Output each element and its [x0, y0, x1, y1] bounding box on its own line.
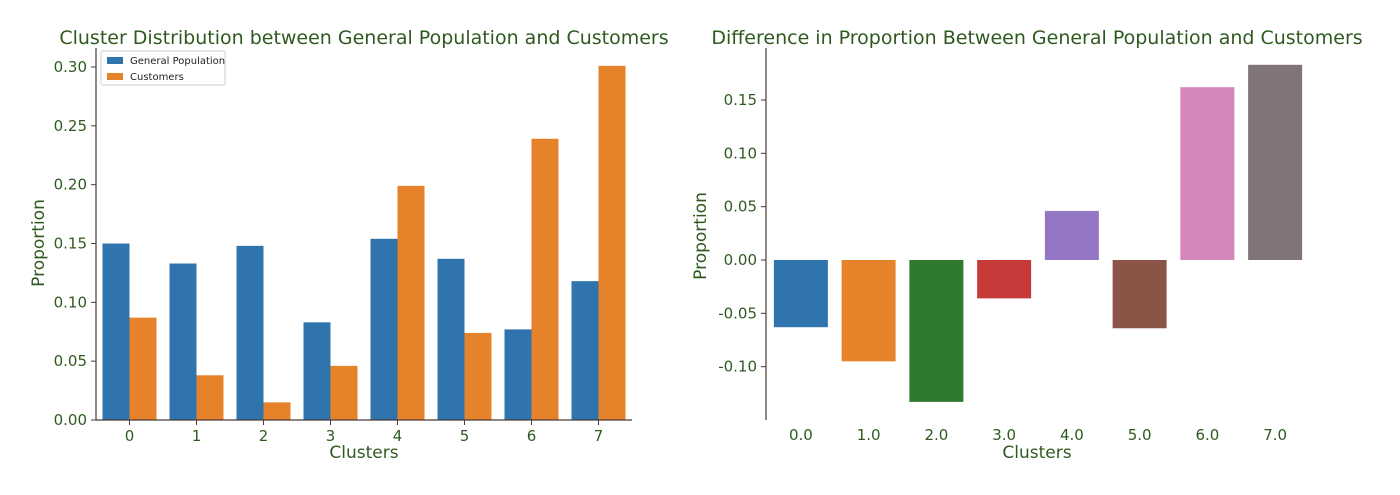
legend-label-general-population: General Population: [130, 56, 225, 67]
bar-general-population-0: [102, 243, 130, 420]
left-x-ticks: 0 1 2 3 4 5 6 7: [125, 420, 604, 445]
bar-general-population-3: [303, 322, 331, 420]
diff-bar-3.0: [977, 260, 1032, 299]
diff-bar-2.0: [909, 260, 964, 402]
right-y-tick-label: -0.05: [718, 304, 757, 322]
bar-general-population-4: [370, 238, 398, 420]
bar-general-population-6: [504, 329, 532, 420]
right-y-ticks: -0.10 -0.05 0.00 0.05 0.10 0.15: [718, 91, 766, 376]
right-x-tick-label: 6.0: [1195, 426, 1219, 444]
left-y-axis-label: Proportion: [29, 199, 49, 287]
right-y-tick-label: 0.05: [724, 198, 757, 216]
bar-general-population-1: [169, 263, 197, 420]
diff-bar-0.0: [773, 260, 828, 328]
right-x-tick-label: 2.0: [924, 426, 948, 444]
right-y-tick-label: 0.10: [724, 144, 757, 162]
right-chart-title: Difference in Proportion Between General…: [711, 27, 1362, 49]
bar-customers-7: [598, 65, 626, 420]
right-x-tick-label: 3.0: [992, 426, 1016, 444]
right-x-tick-label: 4.0: [1060, 426, 1084, 444]
bar-general-population-7: [571, 281, 599, 420]
left-x-tick-label: 6: [527, 427, 537, 445]
right-y-tick-label: 0.00: [724, 251, 757, 269]
left-y-tick-label: 0.15: [54, 235, 87, 253]
left-x-tick-label: 1: [192, 427, 202, 445]
diff-bar-5.0: [1112, 260, 1167, 329]
right-y-tick-label: -0.10: [718, 358, 757, 376]
bar-customers-6: [531, 138, 559, 420]
diff-bar-4.0: [1044, 210, 1099, 260]
bar-customers-2: [263, 402, 291, 420]
right-x-ticks: 0.0 1.0 2.0 3.0 4.0 5.0 6.0 7.0: [789, 426, 1287, 444]
right-y-tick-label: 0.15: [724, 91, 757, 109]
left-y-tick-label: 0.25: [54, 117, 87, 135]
diff-bar-6.0: [1180, 87, 1235, 260]
left-bars: [102, 65, 626, 420]
legend-frame: [100, 50, 226, 86]
bar-customers-1: [196, 375, 224, 420]
right-chart: Difference in Proportion Between General…: [691, 27, 1363, 463]
right-x-tick-label: 0.0: [789, 426, 813, 444]
left-x-tick-label: 5: [460, 427, 470, 445]
legend-swatch-general-population: [107, 57, 123, 64]
left-chart-title: Cluster Distribution between General Pop…: [59, 27, 668, 49]
diff-bar-1.0: [841, 260, 896, 362]
right-x-tick-label: 7.0: [1263, 426, 1287, 444]
right-bars: [773, 64, 1303, 402]
left-y-ticks: 0.00 0.05 0.10 0.15 0.20 0.25 0.30: [54, 58, 96, 429]
left-y-tick-label: 0.30: [54, 58, 87, 76]
left-y-tick-label: 0.20: [54, 176, 87, 194]
left-x-tick-label: 0: [125, 427, 135, 445]
bar-general-population-5: [437, 258, 465, 420]
left-x-axis-label: Clusters: [329, 443, 398, 463]
right-x-axis-label: Clusters: [1002, 443, 1071, 463]
bar-customers-5: [464, 332, 492, 420]
legend-label-customers: Customers: [130, 72, 184, 83]
left-x-tick-label: 3: [326, 427, 336, 445]
left-y-tick-label: 0.00: [54, 411, 87, 429]
left-x-tick-label: 2: [259, 427, 269, 445]
right-x-tick-label: 1.0: [857, 426, 881, 444]
right-x-tick-label: 5.0: [1128, 426, 1152, 444]
bar-customers-4: [397, 185, 425, 420]
diff-bar-7.0: [1248, 64, 1303, 260]
bar-customers-3: [330, 365, 358, 420]
bar-customers-0: [129, 317, 157, 420]
left-y-tick-label: 0.10: [54, 293, 87, 311]
legend-swatch-customers: [107, 73, 123, 80]
left-chart: Cluster Distribution between General Pop…: [29, 27, 669, 463]
right-y-axis-label: Proportion: [691, 192, 711, 280]
left-x-tick-label: 7: [594, 427, 604, 445]
left-x-tick-label: 4: [393, 427, 403, 445]
bar-general-population-2: [236, 245, 264, 420]
left-legend: General Population Customers: [100, 50, 226, 86]
left-y-tick-label: 0.05: [54, 352, 87, 370]
